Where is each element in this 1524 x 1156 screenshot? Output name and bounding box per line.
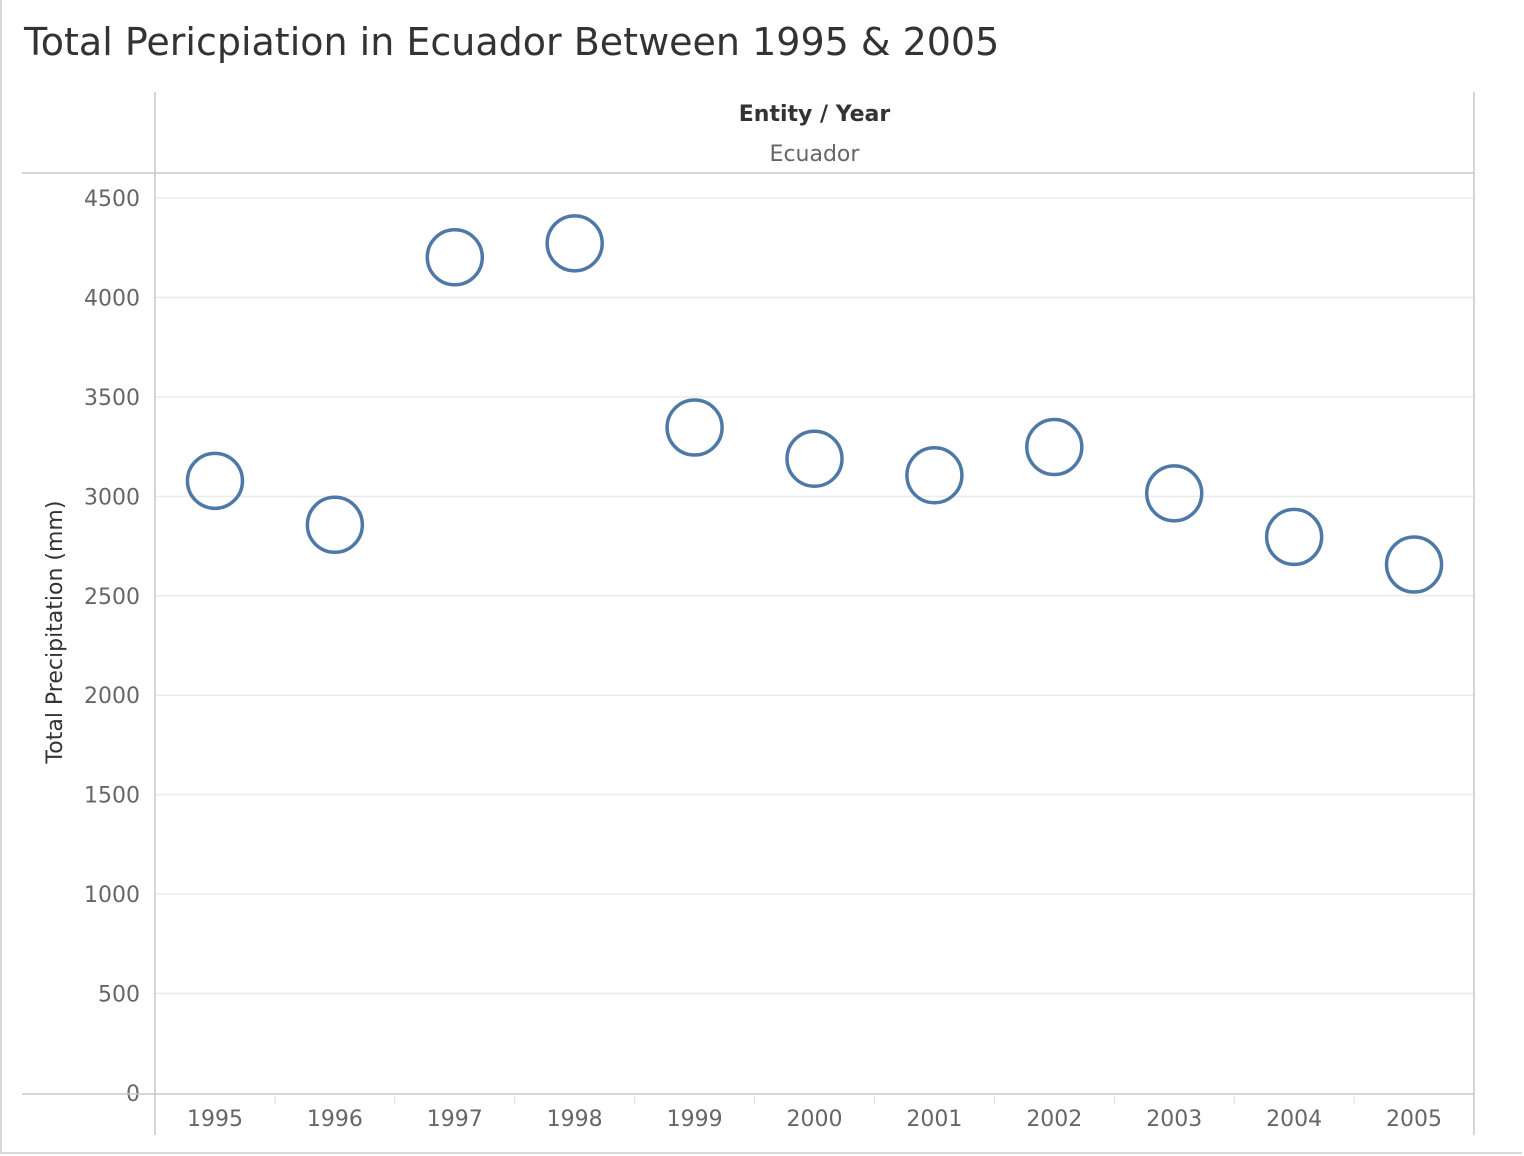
x-tick-label: 2005 xyxy=(1386,1107,1442,1132)
x-tick-label: 1997 xyxy=(427,1107,483,1132)
y-tick-label: 1000 xyxy=(84,883,140,908)
x-tick-label: 1998 xyxy=(547,1107,603,1132)
y-tick-label: 1500 xyxy=(84,784,140,809)
data-point[interactable] xyxy=(905,446,964,505)
data-point[interactable] xyxy=(1384,535,1444,594)
y-tick-label: 4500 xyxy=(84,187,140,212)
y-tick-label: 3500 xyxy=(84,386,140,411)
column-header-title: Entity / Year xyxy=(739,102,891,127)
column-header-value: Ecuador xyxy=(770,142,861,167)
y-tick-label: 3000 xyxy=(84,485,140,510)
data-point[interactable] xyxy=(425,228,485,287)
data-point[interactable] xyxy=(785,429,844,488)
page-title: Total Pericpiation in Ecuador Between 19… xyxy=(24,20,1000,64)
data-point[interactable] xyxy=(1264,507,1324,567)
y-axis-title: Total Precipitation (mm) xyxy=(43,501,68,765)
y-tick-label: 2500 xyxy=(84,585,140,610)
x-tick-label: 2001 xyxy=(906,1107,962,1132)
y-tick-label: 2000 xyxy=(84,684,140,709)
x-tick-label: 1996 xyxy=(307,1107,363,1132)
data-point[interactable] xyxy=(185,451,245,511)
x-tick-label: 2000 xyxy=(787,1107,843,1132)
y-tick-label: 4000 xyxy=(84,286,140,311)
data-point[interactable] xyxy=(1144,464,1204,523)
x-tick-label: 2003 xyxy=(1146,1107,1202,1132)
x-tick-label: 2002 xyxy=(1026,1107,1082,1132)
x-tick-label: 1995 xyxy=(187,1107,243,1132)
data-point[interactable] xyxy=(1025,417,1084,477)
data-point[interactable] xyxy=(305,495,365,555)
data-point[interactable] xyxy=(545,214,604,273)
y-tick-label: 500 xyxy=(98,983,140,1008)
x-tick-label: 1999 xyxy=(667,1107,723,1132)
x-tick-label: 2004 xyxy=(1266,1107,1322,1132)
data-point[interactable] xyxy=(665,398,724,457)
